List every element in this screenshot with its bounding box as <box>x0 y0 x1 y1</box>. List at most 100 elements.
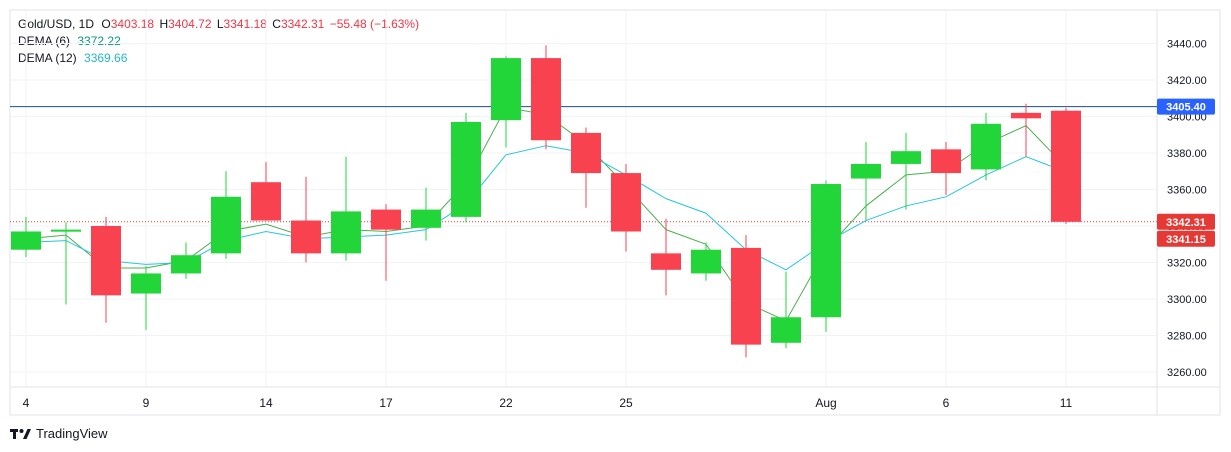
last-price-tag: 3342.31 <box>1157 213 1215 230</box>
candle[interactable] <box>811 180 841 332</box>
legend-open-label: O <box>101 17 111 31</box>
candle-body <box>651 253 681 270</box>
x-tick-label: 22 <box>499 396 513 410</box>
last-price-tag-text: 3342.31 <box>1166 217 1206 229</box>
candle-body <box>51 229 81 232</box>
brand-name: TradingView <box>36 426 108 441</box>
x-tick-label: 17 <box>379 396 393 410</box>
x-tick-label: Aug <box>815 396 836 410</box>
candle[interactable] <box>451 112 481 223</box>
candle-body <box>451 121 481 217</box>
candle-body <box>1051 110 1081 222</box>
candle[interactable] <box>651 218 681 296</box>
legend-high-label: H <box>159 17 169 31</box>
axis-frame <box>9 9 1221 416</box>
last-price-tag-bg <box>1157 213 1215 230</box>
candle[interactable] <box>731 235 761 358</box>
y-tick-label: 3440.00 <box>1167 39 1207 51</box>
candle-body <box>371 209 401 230</box>
candle[interactable] <box>171 242 201 279</box>
legend-dema12-label: DEMA (12) <box>18 51 77 65</box>
legend-dema12-value: 3369.66 <box>84 51 128 65</box>
candle[interactable] <box>211 171 241 259</box>
price-axis[interactable]: 3260.003280.003300.003320.003340.003360.… <box>1167 39 1207 380</box>
secondary-price-tag-text: 3341.15 <box>1166 234 1206 246</box>
candle-body <box>91 226 121 296</box>
candle[interactable] <box>931 142 961 195</box>
grid <box>10 10 1157 387</box>
candle-body <box>211 196 241 254</box>
candle[interactable] <box>91 216 121 323</box>
candle[interactable] <box>251 162 281 221</box>
candle-body <box>731 247 761 345</box>
x-tick-label: 25 <box>619 396 633 410</box>
tradingview-brand[interactable]: TradingView <box>10 426 108 441</box>
legend-close: 3342.31 <box>280 17 325 31</box>
legend-low: 3341.18 <box>223 17 267 31</box>
x-tick-label: 6 <box>943 396 950 410</box>
legend-dema6-row[interactable]: DEMA (6) 3372.22 <box>18 33 419 50</box>
legend-dema6-value: 3372.22 <box>77 34 121 48</box>
x-tick-label: 14 <box>259 396 273 410</box>
y-tick-label: 3380.00 <box>1167 148 1207 160</box>
candle-body <box>851 163 881 179</box>
y-tick-label: 3260.00 <box>1167 367 1207 379</box>
candle[interactable] <box>411 187 441 241</box>
legend-change: −55.48 (−1.63%) <box>329 17 420 31</box>
candle-body <box>11 231 41 250</box>
candle[interactable] <box>571 127 601 208</box>
legend-dema6-label: DEMA (6) <box>18 34 71 48</box>
candle[interactable] <box>51 222 81 305</box>
x-tick-label: 4 <box>23 396 30 410</box>
candle-body <box>691 249 721 274</box>
candle[interactable] <box>771 271 801 349</box>
candle[interactable] <box>611 163 641 252</box>
candle[interactable] <box>371 204 401 281</box>
x-tick-label: 11 <box>1060 396 1073 410</box>
candle[interactable] <box>851 142 881 221</box>
x-tick-label: 9 <box>143 396 150 410</box>
candle-body <box>531 58 561 141</box>
horizontal-line-price-tag-bg <box>1157 98 1215 115</box>
legend-symbol[interactable]: Gold/USD, 1D <box>18 17 95 31</box>
legend-high: 3404.72 <box>168 17 212 31</box>
candle[interactable] <box>691 242 721 281</box>
secondary-price-tag: 3341.15 <box>1157 230 1215 247</box>
candle[interactable] <box>291 176 321 263</box>
candle-body <box>611 173 641 232</box>
candle[interactable] <box>1011 103 1041 157</box>
candles[interactable] <box>11 45 1081 358</box>
y-tick-label: 3300.00 <box>1167 294 1207 306</box>
candle-body <box>491 58 521 121</box>
legend-dema12-row[interactable]: DEMA (12) 3369.66 <box>18 50 419 67</box>
y-tick-label: 3280.00 <box>1167 331 1207 343</box>
candle[interactable] <box>971 112 1001 181</box>
candle[interactable] <box>531 45 561 150</box>
time-axis[interactable]: 4 9 14 17 22 25 Aug 6 11 <box>23 396 1073 410</box>
horizontal-line-price-tag-text: 3405.40 <box>1166 102 1206 114</box>
chart-border <box>9 9 1221 416</box>
candle-body <box>771 317 801 343</box>
y-tick-label: 3420.00 <box>1167 75 1207 87</box>
secondary-price-tag-bg <box>1157 230 1215 247</box>
candle-body <box>971 123 1001 170</box>
horizontal-line-layer <box>10 106 1157 223</box>
candle[interactable] <box>331 156 361 261</box>
candle-body <box>131 273 161 294</box>
candle[interactable] <box>1051 107 1081 224</box>
candle-body <box>331 211 361 254</box>
legend-ohlc-row: Gold/USD, 1D O3403.18 H3404.72 L3341.18 … <box>18 16 419 33</box>
candle[interactable] <box>891 132 921 210</box>
candle[interactable] <box>11 216 41 258</box>
candle[interactable] <box>131 266 161 331</box>
dema12-line[interactable] <box>25 145 1067 271</box>
y-tick-label: 3320.00 <box>1167 258 1207 270</box>
legend-low-label: L <box>216 17 224 31</box>
candle-body <box>931 149 961 174</box>
candle-body <box>251 182 281 221</box>
chart-legend: Gold/USD, 1D O3403.18 H3404.72 L3341.18 … <box>18 16 419 67</box>
candle[interactable] <box>491 56 521 148</box>
legend-open: 3403.18 <box>110 17 155 31</box>
horizontal-line-price-tag: 3405.40 <box>1157 98 1215 115</box>
